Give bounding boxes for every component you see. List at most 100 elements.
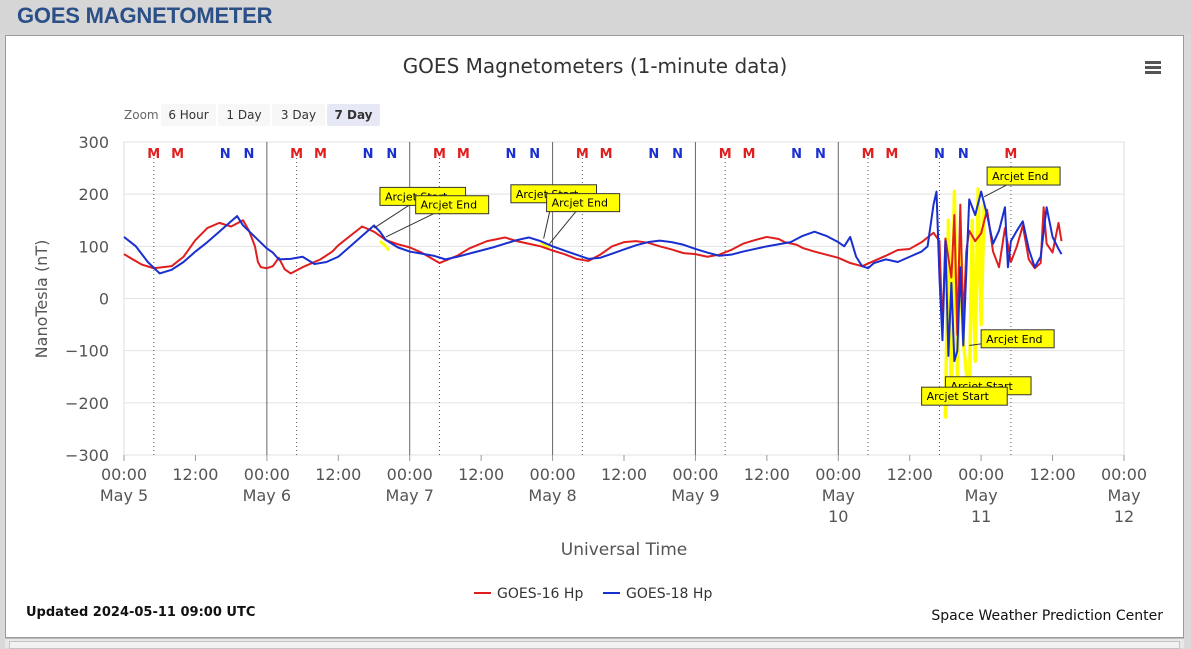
x-tick-label-line: 00:00 bbox=[672, 465, 718, 484]
marker-m-label: M bbox=[147, 147, 160, 162]
x-tick-label-line: 00:00 bbox=[387, 465, 433, 484]
x-tick-label-line: May 6 bbox=[243, 486, 291, 505]
x-tick-label-line: 00:00 bbox=[244, 465, 290, 484]
x-tick-label-line: 00:00 bbox=[815, 465, 861, 484]
legend-label: GOES-18 Hp bbox=[626, 586, 712, 602]
annotation-box bbox=[546, 193, 621, 213]
x-axis-label: Universal Time bbox=[561, 540, 687, 560]
zoom-button-bg bbox=[218, 104, 270, 126]
zoom-button-bg bbox=[272, 104, 325, 126]
x-tick-label-line: 00:00 bbox=[101, 465, 147, 484]
marker-n-label: N bbox=[672, 147, 683, 162]
marker-m-label: M bbox=[171, 147, 184, 162]
x-tick-label-line: 00:00 bbox=[1101, 465, 1147, 484]
zoom-label: Zoom bbox=[124, 108, 159, 122]
marker-n-label: N bbox=[363, 147, 374, 162]
y-tick-label: −100 bbox=[65, 342, 109, 361]
zoom-button-label: 3 Day bbox=[281, 108, 316, 122]
page-title: GOES MAGNETOMETER bbox=[17, 3, 273, 28]
zoom-buttons: 6 Hour 1 Day 3 Day 7 Day bbox=[161, 104, 380, 126]
marker-m-label: M bbox=[457, 147, 470, 162]
x-tick-label-line: May bbox=[822, 486, 855, 505]
x-tick-label: 00:00 May 6 bbox=[243, 465, 291, 505]
marker-m-label: M bbox=[600, 147, 613, 162]
x-tick-labels: 00:00 May 5 12:00 00:00 May 6 12:00 00:00 May 7… bbox=[100, 465, 1147, 526]
y-tick-labels: 300 200 100 0 −100 −200 −300 bbox=[65, 133, 109, 465]
series-line-goes-18-hp bbox=[123, 190, 1063, 363]
hamburger-menu-icon[interactable] bbox=[1142, 58, 1164, 78]
chart-title: GOES Magnetometers (1-minute data) bbox=[403, 54, 788, 78]
zoom-button-bg bbox=[327, 104, 380, 126]
x-tick-label-line: 12:00 bbox=[1030, 465, 1076, 484]
x-tick-label-line: 11 bbox=[971, 507, 991, 526]
marker-m-label: M bbox=[290, 147, 303, 162]
zoom-button-label: 6 Hour bbox=[168, 108, 208, 122]
legend-item[interactable]: GOES-18 Hp bbox=[603, 586, 712, 602]
marker-n-label: N bbox=[815, 147, 826, 162]
marker-m-label: M bbox=[576, 147, 589, 162]
bottom-panel-edge bbox=[5, 638, 1184, 649]
marker-n-label: N bbox=[791, 147, 802, 162]
x-tick-label: 12:00 bbox=[458, 465, 504, 484]
marker-n-label: N bbox=[505, 147, 516, 162]
marker-m-label: M bbox=[719, 147, 732, 162]
x-tick-label-line: May bbox=[1107, 486, 1140, 505]
zoom-button-3-day[interactable]: 3 Day bbox=[272, 104, 325, 126]
y-tick-label: −300 bbox=[65, 446, 109, 465]
credit-text: Space Weather Prediction Center bbox=[931, 608, 1163, 624]
series-lines bbox=[123, 187, 1063, 419]
x-tick-label-line: 12:00 bbox=[315, 465, 361, 484]
zoom-button-7-day[interactable]: 7 Day bbox=[327, 104, 380, 126]
legend: GOES-16 Hp GOES-18 Hp bbox=[474, 586, 712, 602]
marker-m-label: M bbox=[885, 147, 898, 162]
annotation-label: Arcjet End bbox=[421, 199, 477, 212]
x-tick-label-line: 10 bbox=[828, 507, 848, 526]
x-tick-label-line: 12:00 bbox=[458, 465, 504, 484]
x-tick-label-line: May 5 bbox=[100, 486, 148, 505]
series-line-goes-16-hp bbox=[123, 203, 1063, 337]
x-tick-label: 12:00 bbox=[315, 465, 361, 484]
page-header: GOES MAGNETOMETER bbox=[0, 0, 1191, 34]
x-tick-label: 00:00 May 8 bbox=[528, 465, 576, 505]
marker-n-label: N bbox=[529, 147, 540, 162]
x-tick-label-line: 12:00 bbox=[887, 465, 933, 484]
x-tick-label-line: 00:00 bbox=[530, 465, 576, 484]
x-tick-label-line: 00:00 bbox=[958, 465, 1004, 484]
marker-n-label: N bbox=[244, 147, 255, 162]
zoom-button-label: 7 Day bbox=[334, 108, 372, 122]
legend-label: GOES-16 Hp bbox=[497, 586, 583, 602]
x-tick-label: 00:00 May 10 bbox=[815, 465, 861, 526]
marker-m-label: M bbox=[314, 147, 327, 162]
annotation-label: Arcjet End bbox=[552, 197, 608, 210]
y-axis-label: NanoTesla (nT) bbox=[32, 240, 51, 359]
y-tick-label: 100 bbox=[78, 237, 109, 256]
x-tick-label-line: May 9 bbox=[671, 486, 719, 505]
x-tick-label: 12:00 bbox=[601, 465, 647, 484]
x-tick-label-line: 12:00 bbox=[601, 465, 647, 484]
x-tick-label: 00:00 May 12 bbox=[1101, 465, 1147, 526]
legend-item[interactable]: GOES-16 Hp bbox=[474, 586, 583, 602]
x-tick-label: 12:00 bbox=[744, 465, 790, 484]
annotation-label: Arcjet Start bbox=[927, 390, 990, 403]
annotation-box bbox=[986, 166, 1061, 186]
x-tick-label: 00:00 May 7 bbox=[386, 465, 434, 505]
annotation-box bbox=[921, 386, 1008, 406]
x-tick-label-line: May bbox=[965, 486, 998, 505]
y-tick-label: 0 bbox=[99, 290, 109, 309]
marker-m-label: M bbox=[862, 147, 875, 162]
zoom-button-1-day[interactable]: 1 Day bbox=[218, 104, 270, 126]
zoom-button-6-hour[interactable]: 6 Hour bbox=[161, 104, 216, 126]
x-tick-label-line: May 7 bbox=[386, 486, 434, 505]
updated-timestamp: Updated 2024-05-11 09:00 UTC bbox=[26, 605, 255, 620]
x-tick-label: 00:00 May 11 bbox=[958, 465, 1004, 526]
marker-n-label: N bbox=[648, 147, 659, 162]
x-tick-label: 00:00 May 5 bbox=[100, 465, 148, 505]
x-tick-label: 12:00 bbox=[172, 465, 218, 484]
y-tick-label: 200 bbox=[78, 185, 109, 204]
marker-m-label: M bbox=[743, 147, 756, 162]
arcjet-trace-segment bbox=[539, 240, 551, 250]
x-tick-label-line: 12:00 bbox=[744, 465, 790, 484]
